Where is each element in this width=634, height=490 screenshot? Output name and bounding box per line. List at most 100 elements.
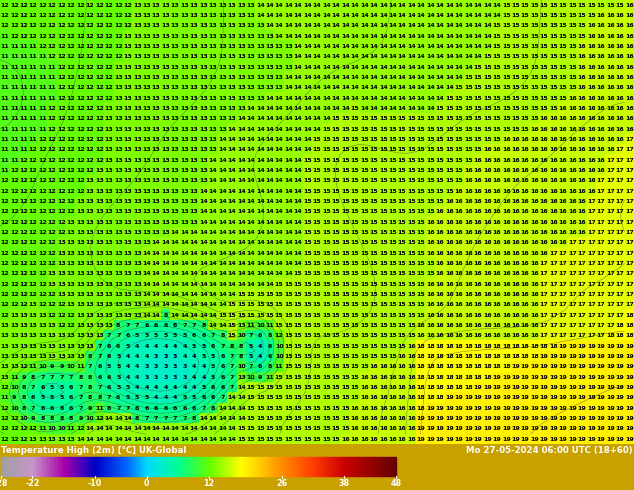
Text: 12: 12: [38, 178, 47, 183]
Text: 13: 13: [180, 106, 189, 111]
Text: 12: 12: [124, 2, 132, 8]
Text: 15: 15: [389, 158, 397, 163]
Bar: [202, 457, 203, 476]
Text: 15: 15: [341, 313, 350, 318]
Text: 12: 12: [29, 199, 37, 204]
Bar: [29, 457, 30, 476]
Text: 4: 4: [192, 365, 196, 369]
Text: 15: 15: [398, 127, 406, 132]
Text: 13: 13: [114, 251, 122, 256]
Text: 15: 15: [275, 385, 283, 390]
Text: 14: 14: [105, 416, 113, 421]
Text: 13: 13: [152, 54, 160, 59]
Text: 7: 7: [230, 375, 234, 380]
Text: 12: 12: [48, 147, 56, 152]
Text: 17: 17: [616, 292, 624, 297]
Text: 14: 14: [209, 241, 217, 245]
Text: 19: 19: [540, 416, 548, 421]
Text: 16: 16: [597, 116, 605, 122]
Text: 13: 13: [256, 85, 264, 90]
Text: 15: 15: [370, 354, 378, 359]
Text: 15: 15: [322, 209, 331, 215]
Text: 13: 13: [237, 96, 245, 100]
Text: 14: 14: [161, 282, 170, 287]
Text: 13: 13: [48, 323, 56, 328]
Text: 14: 14: [313, 2, 321, 8]
Bar: [380, 457, 382, 476]
Text: 14: 14: [265, 137, 274, 142]
Text: 15: 15: [502, 65, 510, 70]
Text: 11: 11: [10, 96, 18, 100]
Text: 13: 13: [284, 54, 293, 59]
Text: 13: 13: [124, 178, 132, 183]
Text: 14: 14: [426, 85, 435, 90]
Text: 5: 5: [60, 385, 63, 390]
Text: 5: 5: [116, 385, 120, 390]
Text: 14: 14: [303, 44, 312, 49]
Text: 13: 13: [124, 220, 132, 225]
Text: 11: 11: [19, 85, 28, 90]
Text: 15: 15: [351, 395, 359, 400]
Text: 14: 14: [284, 271, 293, 276]
Text: 15: 15: [313, 261, 321, 266]
Text: 13: 13: [76, 313, 85, 318]
Text: 5: 5: [183, 333, 186, 339]
Text: 15: 15: [559, 2, 567, 8]
Text: 15: 15: [407, 323, 416, 328]
Text: 16: 16: [389, 365, 397, 369]
Text: 14: 14: [228, 137, 236, 142]
Text: 16: 16: [455, 292, 463, 297]
Text: 14: 14: [474, 54, 482, 59]
Text: 15: 15: [493, 106, 501, 111]
Text: 11: 11: [247, 323, 255, 328]
Text: 5: 5: [173, 333, 178, 339]
Text: 14: 14: [341, 2, 350, 8]
Text: 18: 18: [455, 365, 463, 369]
Bar: [264, 457, 266, 476]
Text: 13: 13: [209, 2, 217, 8]
Text: 14: 14: [436, 54, 444, 59]
Text: 16: 16: [521, 302, 529, 307]
Text: 16: 16: [606, 13, 615, 18]
Text: 16: 16: [464, 333, 473, 339]
Text: 12: 12: [76, 44, 85, 49]
Text: 5: 5: [126, 344, 130, 349]
Text: 14: 14: [209, 189, 217, 194]
Text: 14: 14: [142, 292, 151, 297]
Text: 14: 14: [237, 385, 245, 390]
Text: 12: 12: [67, 158, 75, 163]
Text: 12: 12: [10, 209, 18, 215]
Text: 17: 17: [625, 137, 633, 142]
Text: 12: 12: [67, 178, 75, 183]
Text: 16: 16: [474, 323, 482, 328]
Text: 15: 15: [313, 199, 321, 204]
Text: 14: 14: [332, 106, 340, 111]
Text: 12: 12: [19, 220, 28, 225]
Text: 15: 15: [303, 395, 312, 400]
Text: 15: 15: [445, 96, 454, 100]
Text: 15: 15: [332, 127, 340, 132]
Text: 12: 12: [67, 127, 75, 132]
Text: 12: 12: [10, 282, 18, 287]
Bar: [347, 457, 349, 476]
Text: 13: 13: [105, 292, 113, 297]
Text: 9: 9: [78, 416, 82, 421]
Text: 15: 15: [407, 168, 416, 173]
Text: 14: 14: [436, 24, 444, 28]
Text: 19: 19: [616, 426, 624, 431]
Text: 16: 16: [549, 230, 558, 235]
Text: 14: 14: [275, 271, 283, 276]
Text: 14: 14: [436, 75, 444, 80]
Text: 16: 16: [521, 137, 529, 142]
Bar: [328, 457, 329, 476]
Bar: [339, 457, 340, 476]
Bar: [241, 457, 242, 476]
Text: 13: 13: [133, 199, 141, 204]
Text: 19: 19: [426, 426, 435, 431]
Text: 19: 19: [559, 426, 567, 431]
Text: 14: 14: [161, 271, 170, 276]
Text: 12: 12: [67, 189, 75, 194]
Text: 13: 13: [171, 106, 179, 111]
Text: 16: 16: [597, 137, 605, 142]
Text: 15: 15: [360, 199, 369, 204]
